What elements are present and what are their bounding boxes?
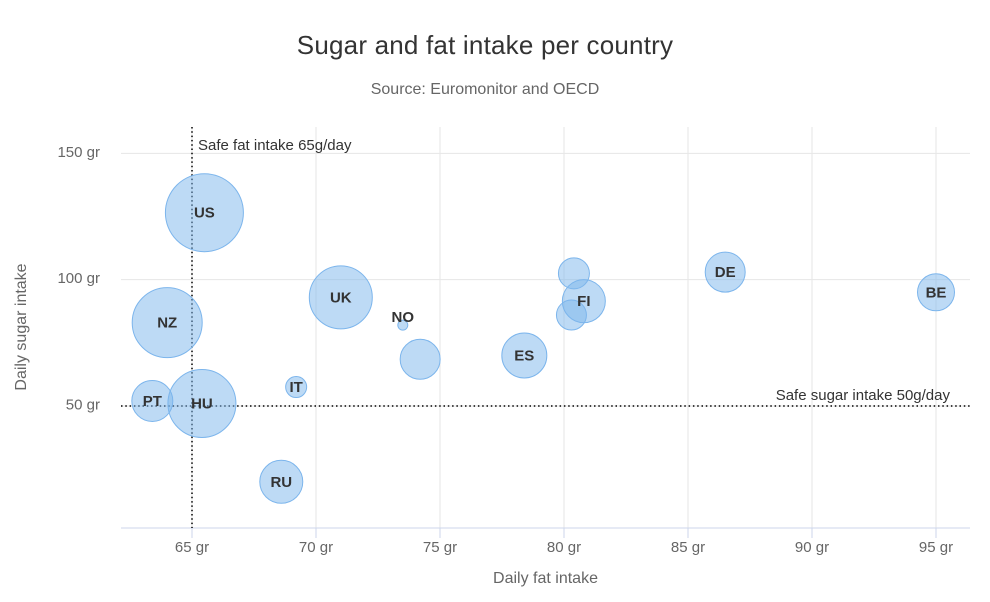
x-tick-label: 65 gr — [175, 539, 209, 556]
bubble-unlabeled[interactable] — [555, 299, 587, 331]
bubble-no[interactable] — [397, 319, 409, 331]
x-tick-label: 85 gr — [671, 539, 705, 556]
bubble-label-de: DE — [715, 264, 736, 281]
x-tick-label: 90 gr — [795, 539, 829, 556]
bubble-label-it: IT — [289, 379, 302, 396]
y-tick-label: 150 gr — [57, 144, 100, 161]
x-tick-label: 80 gr — [547, 539, 581, 556]
bubble-ru[interactable] — [259, 459, 304, 504]
safe-sugar-plotline-label: Safe sugar intake 50g/day — [776, 387, 951, 404]
bubble-pt[interactable] — [131, 379, 174, 422]
bubble-be[interactable] — [917, 273, 955, 312]
bubble-de[interactable] — [704, 251, 746, 293]
bubble-label-fi: FI — [577, 293, 590, 310]
chart-title: Sugar and fat intake per country — [296, 30, 674, 60]
bubble-label-be: BE — [926, 284, 947, 301]
bubble-uk[interactable] — [308, 265, 373, 330]
chart-subtitle: Source: Euromonitor and OECD — [370, 81, 600, 98]
bubble-label-pt: PT — [143, 393, 162, 410]
y-tick-label: 100 gr — [57, 270, 100, 287]
bubble-label-hu: HU — [191, 395, 213, 412]
y-tick-label: 50 gr — [66, 397, 100, 414]
bubble-label-no: NO — [392, 309, 415, 326]
bubble-label-ru: RU — [270, 474, 292, 491]
bubble-label-uk: UK — [330, 289, 352, 306]
bubble-label-nz: NZ — [157, 315, 177, 332]
bubble-es[interactable] — [501, 332, 548, 379]
bubble-unlabeled[interactable] — [399, 338, 441, 380]
bubble-unlabeled[interactable] — [557, 257, 590, 290]
y-axis-title: Daily sugar intake — [13, 263, 30, 391]
bubble-label-es: ES — [514, 347, 534, 364]
bubble-nz[interactable] — [131, 287, 203, 359]
x-tick-label: 75 gr — [423, 539, 457, 556]
x-tick-label: 95 gr — [919, 539, 953, 556]
bubble-label-us: US — [194, 205, 215, 222]
safe-fat-plotline-label: Safe fat intake 65g/day — [198, 137, 352, 154]
x-tick-label: 70 gr — [299, 539, 333, 556]
bubble-us[interactable] — [164, 173, 244, 253]
x-axis-title: Daily fat intake — [493, 570, 598, 587]
bubble-it[interactable] — [285, 376, 308, 399]
